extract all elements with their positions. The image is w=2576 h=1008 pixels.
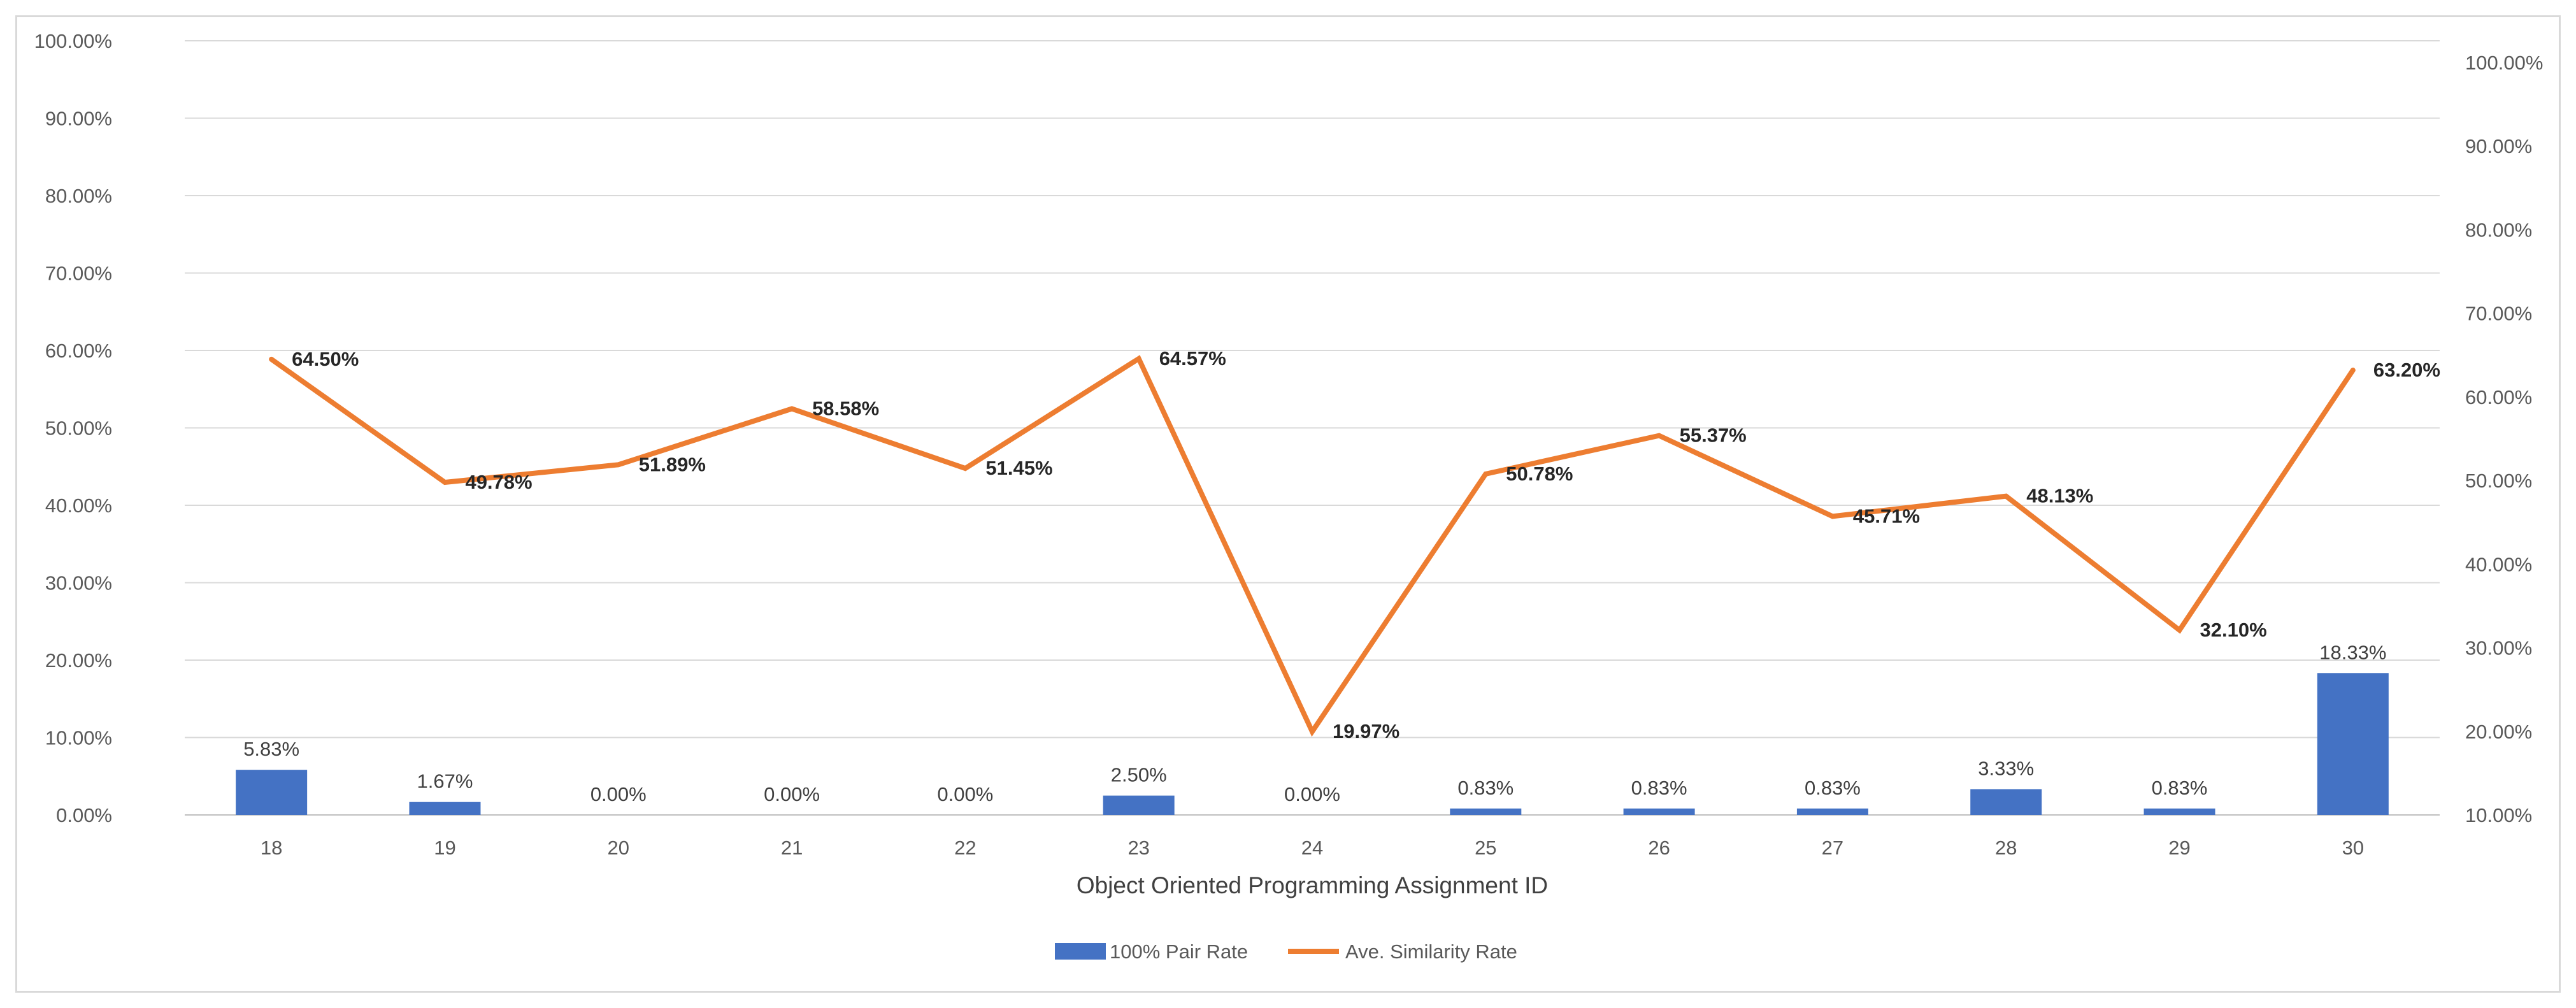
right-tick-label: 60.00% [2465, 386, 2532, 408]
line-data-label: 51.89% [639, 453, 706, 475]
x-tick-label: 21 [781, 837, 803, 859]
right-axis-ticks: 10.00% 20.00% 30.00% 40.00% 50.00% 60.00% 70.0… [2465, 52, 2543, 826]
bar-data-label: 0.83% [1457, 777, 1513, 799]
similarity-line [269, 355, 2356, 737]
left-axis-ticks: 0.00% 10.00% 20.00% 30.00% 40.00% 50.00% 60.00… [34, 30, 112, 826]
x-tick-label: 18 [261, 837, 282, 859]
x-tick-label: 20 [608, 837, 629, 859]
bar-data-label: 0.83% [1805, 777, 1861, 799]
line-data-label: 63.20% [2373, 359, 2440, 381]
bar-data-label: 2.50% [1111, 764, 1167, 786]
right-tick-label: 100.00% [2465, 52, 2543, 74]
left-tick-label: 30.00% [45, 572, 112, 594]
line-data-label: 45.71% [1853, 505, 1920, 527]
line-data-label: 64.50% [292, 348, 359, 370]
x-tick-label: 22 [954, 837, 976, 859]
bar-25 [1450, 808, 1522, 815]
left-tick-label: 70.00% [45, 263, 112, 285]
x-tick-label: 26 [1648, 837, 1670, 859]
x-tick-label: 23 [1127, 837, 1149, 859]
chart-frame [15, 15, 2561, 993]
bar-27 [1796, 808, 1868, 815]
left-tick-label: 80.00% [45, 185, 112, 207]
bar-19 [409, 802, 481, 815]
x-tick-label: 29 [2168, 837, 2190, 859]
bar-data-label: 0.00% [937, 783, 993, 805]
right-tick-label: 40.00% [2465, 553, 2532, 575]
legend-bar-label: 100% Pair Rate [1110, 940, 1248, 963]
left-tick-label: 20.00% [45, 649, 112, 672]
line-data-label: 64.57% [1159, 347, 1226, 370]
x-axis-title: Object Oriented Programming Assignment I… [1077, 872, 1548, 898]
bar-data-label: 18.33% [2319, 641, 2386, 663]
gridlines [185, 40, 2440, 816]
bar-data-label: 5.83% [243, 738, 299, 760]
left-tick-label: 90.00% [45, 108, 112, 130]
line-data-label: 49.78% [465, 471, 532, 493]
line-data-label: 48.13% [2026, 485, 2093, 507]
bar-data-label: 0.00% [590, 783, 647, 805]
bar-29 [2143, 808, 2215, 815]
line-data-label: 58.58% [812, 398, 879, 420]
x-tick-label: 28 [1995, 837, 2017, 859]
line-data-label: 55.37% [1680, 424, 1747, 447]
right-tick-label: 20.00% [2465, 721, 2532, 743]
legend-line-label: Ave. Similarity Rate [1345, 940, 1517, 963]
line-data-label: 51.45% [985, 457, 1052, 479]
line-data-label: 32.10% [2200, 619, 2267, 641]
line-data-label: 19.97% [1333, 720, 1399, 742]
left-tick-label: 60.00% [45, 340, 112, 362]
left-tick-label: 50.00% [45, 417, 112, 440]
bar-data-label: 0.83% [2152, 777, 2208, 799]
legend: 100% Pair Rate Ave. Similarity Rate [1055, 940, 1517, 963]
right-tick-label: 50.00% [2465, 470, 2532, 492]
right-tick-label: 10.00% [2465, 804, 2532, 826]
bar-data-label: 0.00% [764, 783, 820, 805]
line-data-label: 50.78% [1506, 463, 1573, 485]
pair-rate-bars [236, 673, 2389, 815]
bar-data-label: 0.83% [1631, 777, 1687, 799]
bar-data-label: 3.33% [1978, 758, 2034, 780]
left-tick-label: 0.00% [56, 804, 112, 826]
x-tick-label: 19 [434, 837, 455, 859]
bar-28 [1970, 789, 2042, 815]
bar-data-label: 0.00% [1284, 783, 1340, 805]
right-tick-label: 70.00% [2465, 303, 2532, 325]
left-tick-label: 40.00% [45, 494, 112, 517]
bar-data-label: 1.67% [417, 770, 473, 793]
bar-23 [1103, 795, 1175, 815]
x-tick-label: 27 [1822, 837, 1843, 859]
x-tick-label: 25 [1475, 837, 1496, 859]
data-labels: 5.83% 1.67% 0.00% 0.00% 0.00% 2.50% 0.00% 0.83%… [243, 347, 2440, 805]
x-tick-label: 30 [2342, 837, 2364, 859]
x-tick-label: 24 [1301, 837, 1323, 859]
bar-18 [236, 770, 308, 815]
right-tick-label: 30.00% [2465, 637, 2532, 659]
bar-30 [2317, 673, 2389, 815]
bar-26 [1623, 808, 1695, 815]
similarity-rate-line [269, 355, 2356, 737]
x-axis-ticks: 18 19 20 21 22 23 24 25 26 27 28 29 30 [261, 837, 2364, 859]
left-tick-label: 100.00% [34, 30, 112, 52]
left-tick-label: 10.00% [45, 727, 112, 749]
right-tick-label: 90.00% [2465, 135, 2532, 157]
right-tick-label: 80.00% [2465, 219, 2532, 241]
legend-bar-swatch [1055, 943, 1106, 960]
